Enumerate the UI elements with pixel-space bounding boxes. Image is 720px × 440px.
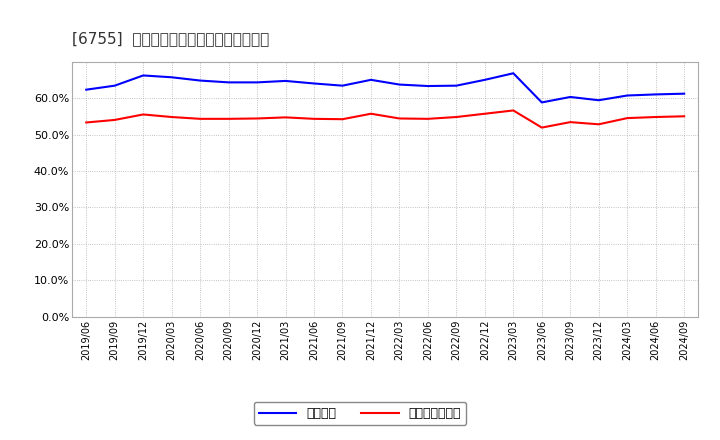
固定比率 <box>82 87 91 92</box>
固定比率 <box>537 100 546 105</box>
固定長期適合率 <box>652 114 660 120</box>
Text: [6755]  固定比率、固定長期適合率の推移: [6755] 固定比率、固定長期適合率の推移 <box>72 31 269 46</box>
固定比率 <box>395 82 404 87</box>
Line: 固定長期適合率: 固定長期適合率 <box>86 110 684 128</box>
固定長期適合率 <box>566 120 575 125</box>
固定比率 <box>338 83 347 88</box>
固定長期適合率 <box>110 117 119 123</box>
固定長期適合率 <box>196 116 204 121</box>
固定比率 <box>480 77 489 82</box>
固定長期適合率 <box>282 115 290 120</box>
固定長期適合率 <box>509 108 518 113</box>
固定比率 <box>366 77 375 82</box>
固定長期適合率 <box>225 116 233 121</box>
固定長期適合率 <box>623 115 631 121</box>
固定長期適合率 <box>139 112 148 117</box>
固定長期適合率 <box>595 122 603 127</box>
固定長期適合率 <box>423 116 432 121</box>
固定比率 <box>423 84 432 89</box>
固定比率 <box>196 78 204 83</box>
固定長期適合率 <box>338 117 347 122</box>
固定比率 <box>652 92 660 97</box>
固定長期適合率 <box>253 116 261 121</box>
固定比率 <box>110 83 119 88</box>
固定長期適合率 <box>310 116 318 121</box>
固定長期適合率 <box>537 125 546 130</box>
固定比率 <box>167 75 176 80</box>
固定比率 <box>509 71 518 76</box>
固定比率 <box>225 80 233 85</box>
固定長期適合率 <box>395 116 404 121</box>
固定比率 <box>452 83 461 88</box>
固定比率 <box>282 78 290 84</box>
固定長期適合率 <box>366 111 375 116</box>
固定比率 <box>310 81 318 86</box>
固定長期適合率 <box>680 114 688 119</box>
固定比率 <box>595 98 603 103</box>
固定長期適合率 <box>452 114 461 120</box>
固定比率 <box>680 91 688 96</box>
固定比率 <box>623 93 631 98</box>
固定比率 <box>253 80 261 85</box>
固定比率 <box>566 94 575 99</box>
固定長期適合率 <box>82 120 91 125</box>
固定比率 <box>139 73 148 78</box>
Line: 固定比率: 固定比率 <box>86 73 684 103</box>
固定長期適合率 <box>167 114 176 120</box>
固定長期適合率 <box>480 111 489 116</box>
Legend: 固定比率, 固定長期適合率: 固定比率, 固定長期適合率 <box>253 402 467 425</box>
